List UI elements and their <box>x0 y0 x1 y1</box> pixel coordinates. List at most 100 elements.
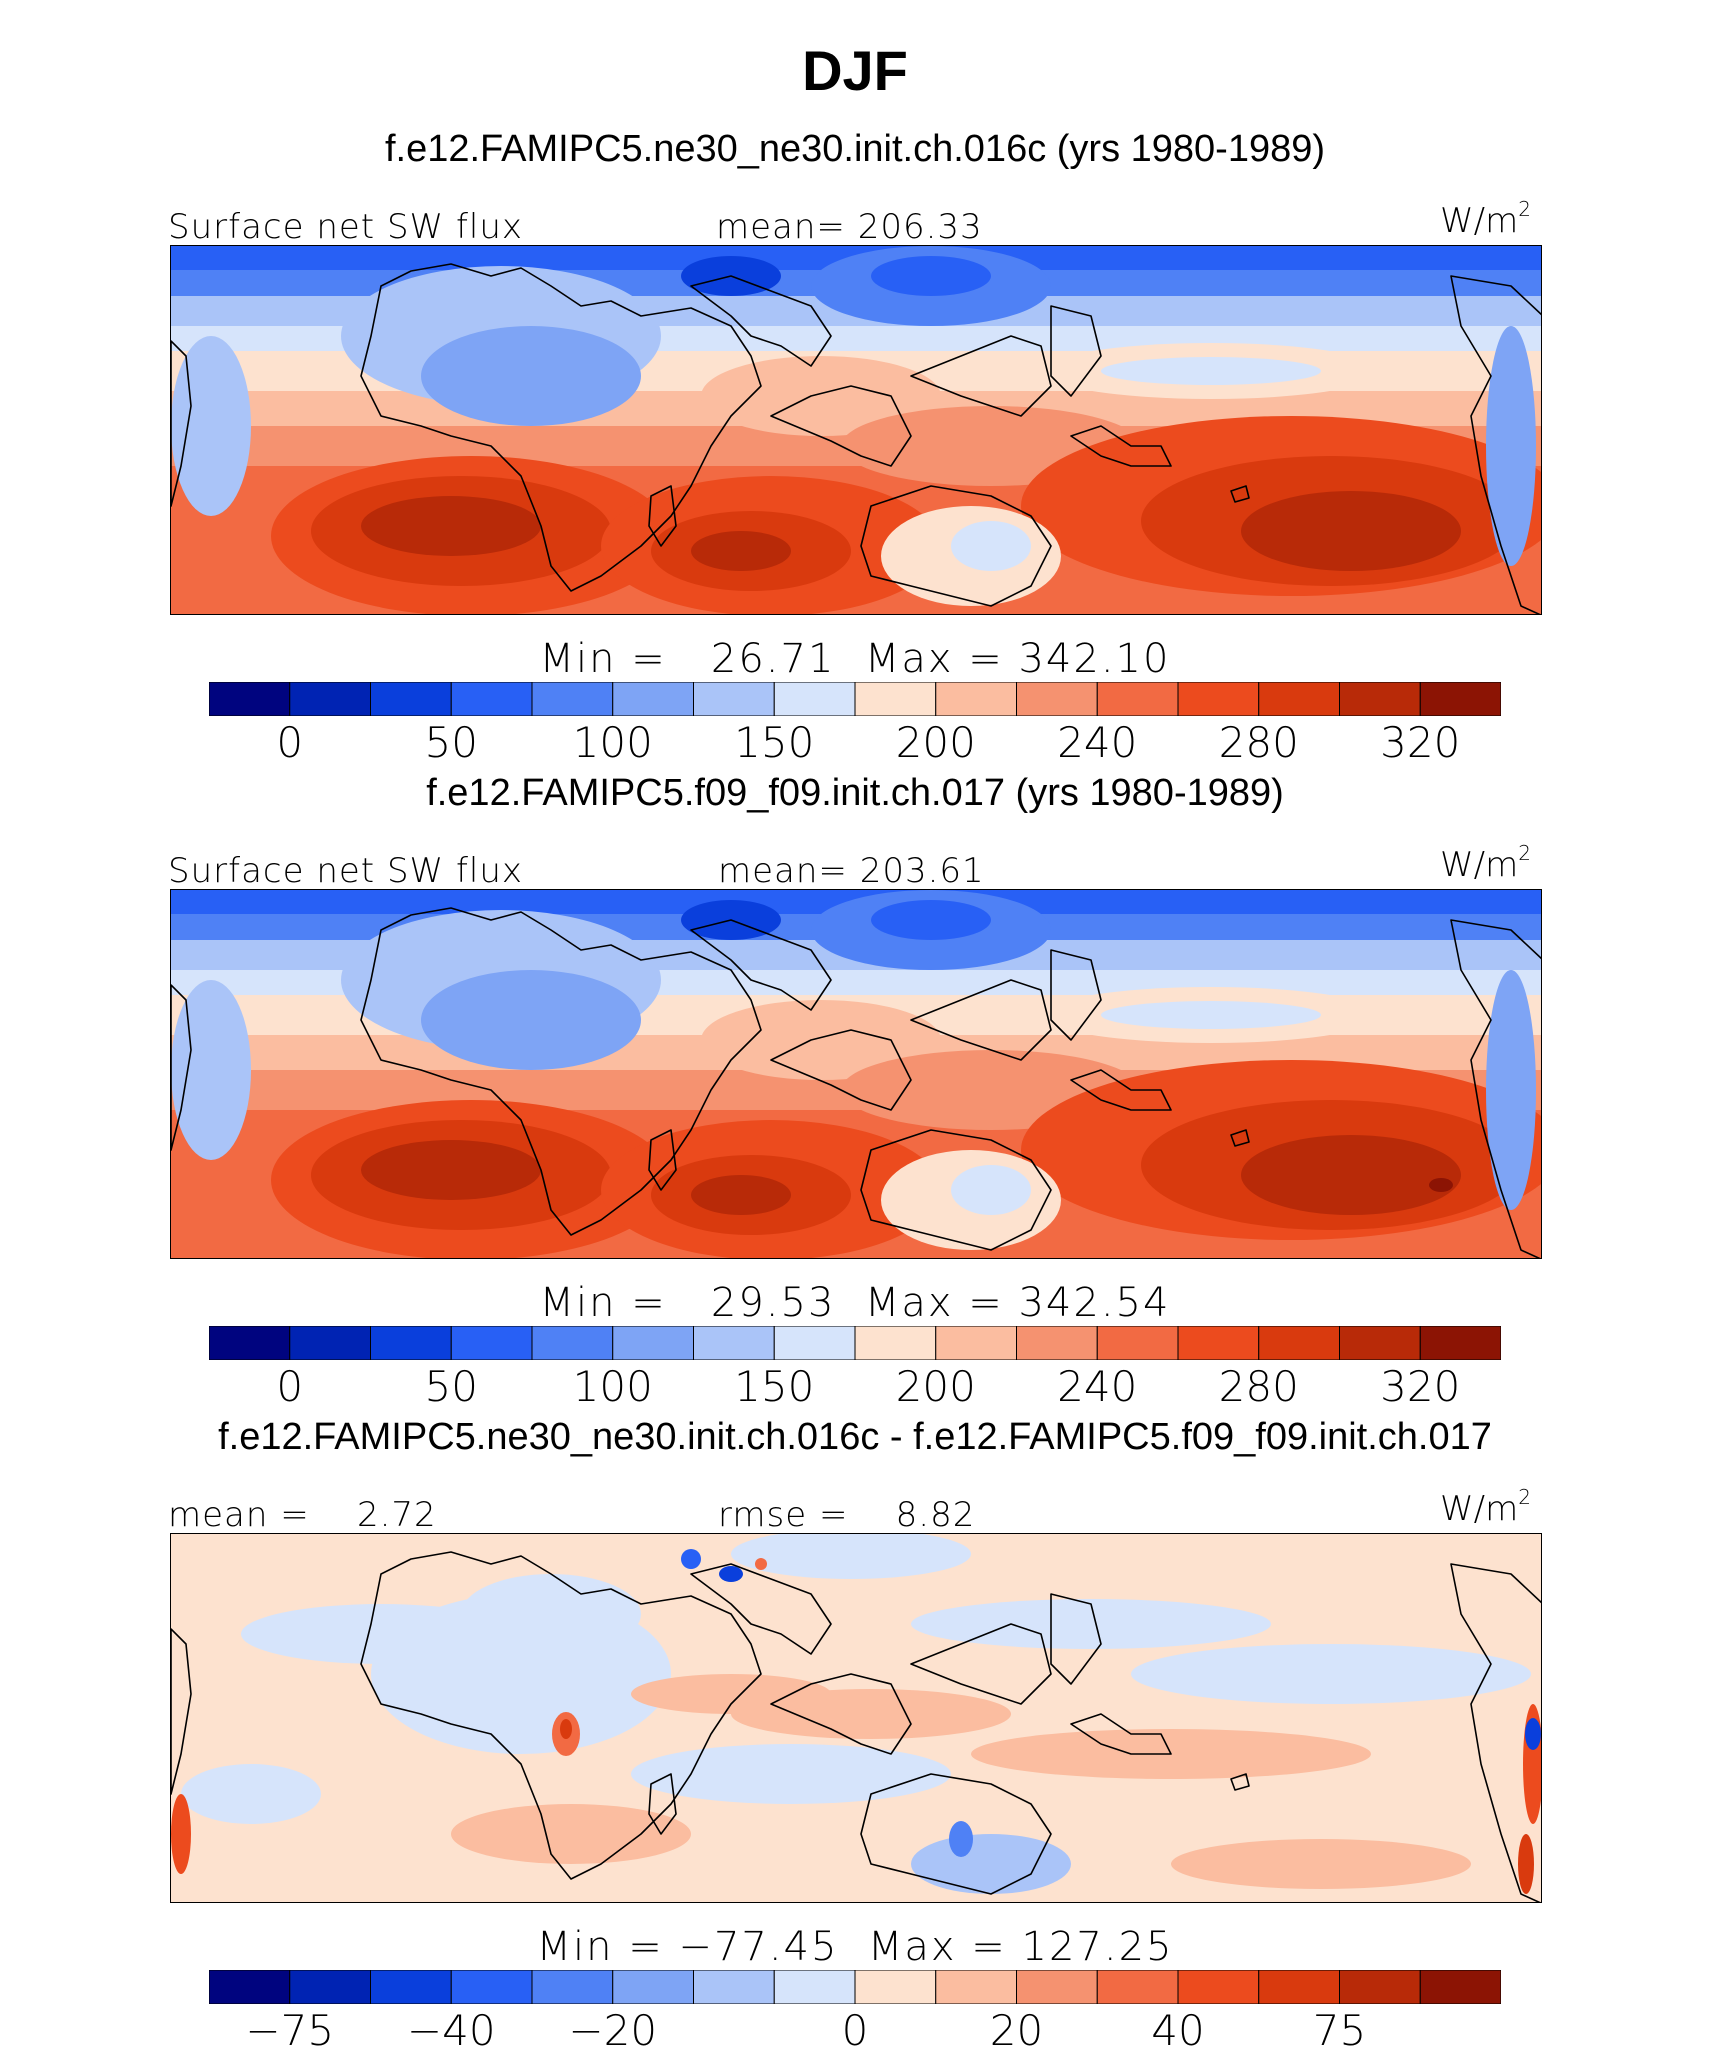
colorbar-tick-label: 100 <box>572 718 653 767</box>
coastline <box>648 1129 677 1191</box>
field-contour <box>1518 1834 1534 1894</box>
colorbar-swatch <box>209 1326 291 1360</box>
colorbar-swatch <box>1258 1970 1340 2004</box>
coastline <box>1050 1593 1102 1685</box>
panel-1-mean-label: mean= 206.33 <box>716 207 983 247</box>
field-contour <box>171 1794 191 1874</box>
field-contour <box>951 1165 1031 1215</box>
colorbar-tick-label: −40 <box>406 2006 496 2055</box>
panel-1-variable-label: Surface net SW flux <box>168 207 524 247</box>
panel-3-min-max: Min = −77.45 Max = 127.25 <box>536 1924 1174 1970</box>
colorbar-swatch <box>289 682 371 716</box>
panel-2-case-title: f.e12.FAMIPC5.f09_f09.init.ch.017 (yrs 1… <box>426 772 1284 814</box>
coastline <box>171 340 192 507</box>
coastline <box>1230 1773 1250 1791</box>
colorbar-swatch <box>773 682 856 716</box>
field-contour <box>1429 1178 1453 1192</box>
colorbar-tick-label: 280 <box>1218 1362 1299 1411</box>
field-contour <box>911 1834 1071 1894</box>
colorbar-swatch <box>1258 1326 1340 1360</box>
field-contour <box>1171 1839 1471 1889</box>
field-contour <box>681 1549 701 1569</box>
colorbar-swatch <box>1339 1970 1421 2004</box>
colorbar-swatch <box>1419 682 1501 716</box>
colorbar-tick-label: 280 <box>1218 718 1299 767</box>
colorbar-swatch <box>450 682 533 716</box>
colorbar-tick-label: 200 <box>895 718 976 767</box>
colorbar-swatch <box>1016 1970 1098 2004</box>
panel-3-mean-label: mean = 2.72 <box>168 1495 437 1535</box>
panel-1-map <box>170 245 1542 615</box>
panel-2-map-svg <box>171 890 1541 1258</box>
colorbar-swatch <box>450 1970 533 2004</box>
field-contour <box>631 1744 951 1804</box>
colorbar-swatch <box>531 1326 614 1360</box>
colorbar-swatch <box>693 1326 775 1360</box>
figure-title: DJF <box>802 39 908 102</box>
coastline <box>690 919 832 1011</box>
colorbar-swatch <box>935 1326 1017 1360</box>
colorbar-swatch <box>854 1326 937 1360</box>
colorbar-tick-label: −75 <box>245 2006 335 2055</box>
colorbar-swatch <box>612 1326 694 1360</box>
field-contour <box>719 1566 743 1582</box>
field-contour <box>1131 1644 1531 1704</box>
coastline <box>360 1551 762 1880</box>
coastline <box>910 335 1052 417</box>
colorbar-swatch <box>1096 682 1179 716</box>
field-contour <box>421 326 641 426</box>
coastline <box>690 1563 832 1655</box>
field-contour <box>731 1534 971 1579</box>
coastline <box>1050 305 1102 397</box>
panel-1-map-svg <box>171 246 1541 614</box>
field-contour <box>691 531 791 571</box>
colorbar-swatch <box>289 1326 371 1360</box>
field-contour <box>631 1674 831 1714</box>
coastline <box>1070 425 1172 467</box>
field-contour <box>1241 1135 1461 1215</box>
colorbar-swatch <box>1096 1970 1179 2004</box>
colorbar-tick-label: 0 <box>276 718 304 767</box>
colorbar-swatch <box>935 682 1017 716</box>
colorbar-swatch <box>1258 682 1340 716</box>
colorbar-tick-label: −20 <box>568 2006 658 2055</box>
colorbar-tick-label: 150 <box>734 718 815 767</box>
coastline <box>1450 1563 1541 1902</box>
coastline <box>910 1623 1052 1705</box>
colorbar-swatch <box>531 1970 614 2004</box>
colorbar-tick-label: 150 <box>734 1362 815 1411</box>
field-contour <box>560 1719 572 1739</box>
colorbar-swatch <box>1096 1326 1179 1360</box>
field-contour <box>701 1000 941 1080</box>
colorbar-swatch <box>773 1970 856 2004</box>
field-contour <box>451 1804 691 1864</box>
colorbar-swatch <box>1419 1970 1501 2004</box>
colorbar-swatch <box>1016 682 1098 716</box>
colorbar-swatch <box>935 1970 1017 2004</box>
coastline <box>910 979 1052 1061</box>
field-contour <box>1241 491 1461 571</box>
colorbar-swatch <box>1016 1326 1098 1360</box>
coastline <box>360 907 762 1236</box>
coastline <box>770 1029 912 1111</box>
colorbar-swatch <box>370 1970 452 2004</box>
coastline <box>648 1773 677 1835</box>
coastline <box>1230 1129 1250 1147</box>
panel-2-colorbar <box>209 1326 1501 1360</box>
field-contour <box>181 1764 321 1824</box>
coastline <box>648 485 677 547</box>
panel-2-mean-label: mean= 203.61 <box>718 851 985 891</box>
coastline <box>860 485 1052 607</box>
panel-3-map-svg <box>171 1534 1541 1902</box>
field-contour <box>911 1599 1271 1649</box>
panel-3-case-title: f.e12.FAMIPC5.ne30_ne30.init.ch.016c - f… <box>218 1416 1492 1458</box>
colorbar-swatch <box>854 682 937 716</box>
colorbar-swatch <box>289 1970 371 2004</box>
colorbar-swatch <box>1419 1326 1501 1360</box>
field-contour <box>755 1558 767 1570</box>
colorbar-tick-label: 240 <box>1057 1362 1138 1411</box>
panel-3-units: W/m2 <box>1440 1485 1531 1529</box>
colorbar-tick-label: 320 <box>1380 1362 1461 1411</box>
colorbar-swatch <box>1339 1326 1421 1360</box>
colorbar-swatch <box>693 1970 775 2004</box>
